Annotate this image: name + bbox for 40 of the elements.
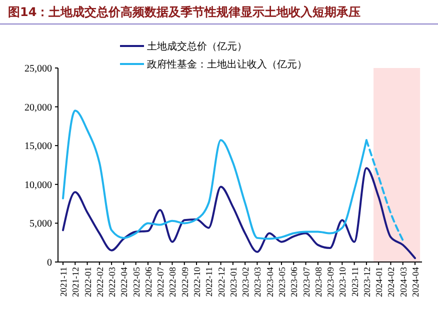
x-tick-label: 2023-06	[289, 266, 300, 297]
x-tick-label: 2023-07	[301, 266, 312, 297]
x-tick-label: 2023-11	[350, 267, 360, 297]
line-series	[62, 167, 416, 260]
x-tick-label: 2022-01	[82, 267, 93, 297]
x-tick-label: 2023-01	[228, 267, 238, 297]
x-tick-label: 2023-12	[362, 267, 372, 297]
legend-label: 土地成交总价（亿元）	[147, 40, 247, 52]
y-tick-label: 20,000	[24, 102, 52, 114]
x-tick-label: 2022-07	[156, 266, 166, 297]
y-tick-label: 10,000	[24, 180, 52, 191]
y-tick-label: 15,000	[24, 141, 52, 152]
x-tick-label: 2022-09	[180, 266, 190, 297]
y-tick-label: 5,000	[30, 218, 52, 230]
x-tick-label: 2024-04	[410, 266, 420, 297]
x-tick-label: 2022-11	[204, 267, 214, 297]
x-tick-label: 2022-12	[216, 267, 226, 297]
x-tick-label: 2023-08	[313, 266, 324, 297]
x-tick-label: 2024-02	[386, 267, 396, 297]
x-tick-label: 2023-04	[264, 266, 275, 297]
y-tick-label: 25,000	[24, 64, 52, 74]
x-tick-label: 2023-10	[338, 266, 348, 297]
x-tick-label: 2022-03	[107, 266, 118, 297]
x-tick-label: 2024-03	[398, 266, 408, 297]
x-tick-label: 2023-05	[276, 266, 287, 297]
x-tick-label: 2023-02	[240, 267, 251, 297]
x-tick-label: 2021-12	[70, 267, 81, 297]
x-tick-label: 2022-10	[192, 266, 202, 297]
x-tick-label: 2023-03	[252, 266, 263, 297]
y-tick-label: 0	[47, 258, 52, 268]
x-tick-label: 2022-05	[131, 266, 142, 297]
x-tick-label: 2023-09	[326, 266, 336, 297]
x-tick-label: 2022-06	[143, 266, 154, 297]
x-tick-label: 2022-08	[168, 266, 178, 297]
x-tick-label: 2022-04	[119, 266, 130, 297]
chart-title: 图14：土地成交总价高频数据及季节性规律显示土地收入短期承压	[8, 5, 361, 19]
x-tick-label: 2021-11	[58, 267, 68, 297]
x-tick-label: 2022-02	[94, 267, 105, 297]
x-tick-label: 2024-01	[374, 267, 384, 297]
legend-label: 政府性基金：土地出让收入（亿元）	[147, 58, 307, 70]
